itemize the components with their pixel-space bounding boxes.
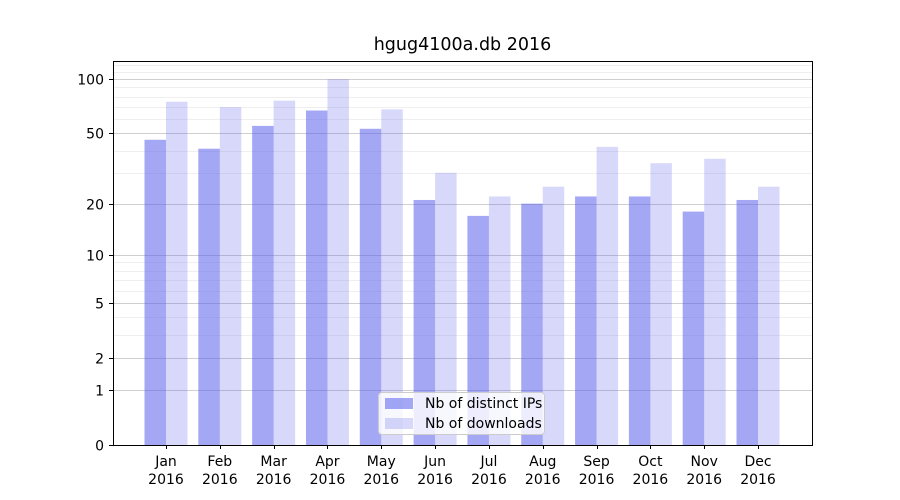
legend-item-distinct-ips: Nb of distinct IPs [379,394,544,413]
plot-frame [113,61,813,446]
bar-distinct-ips-mar [252,125,274,445]
x-tick-label-year: 2016 [417,472,453,488]
x-tick-label-year: 2016 [525,472,561,488]
y-tick-label: 2 [95,352,104,368]
x-tick-label-month: Mar [260,454,287,470]
y-tick-label: 20 [86,198,104,214]
legend-swatch-downloads-icon [385,418,413,429]
bar-downloads-nov [704,158,726,445]
legend: Nb of distinct IPs Nb of downloads [378,392,545,435]
x-tick-label-month: Apr [315,454,339,470]
legend-item-downloads: Nb of downloads [379,414,544,433]
x-tick-label-month: Feb [207,454,232,470]
x-tick-label-month: Jul [479,454,497,470]
bar-downloads-dec [758,186,780,446]
x-tick-label-month: Jun [423,454,446,470]
bar-distinct-ips-nov [682,211,705,445]
x-tick-label-month: Aug [529,454,556,470]
y-tick-label: 1 [95,384,104,400]
bar-downloads-may [381,109,403,445]
y-tick-label: 0 [95,439,104,455]
bar-downloads-sep [596,146,619,445]
x-tick-label-year: 2016 [579,472,615,488]
legend-label-distinct-ips: Nb of distinct IPs [425,395,543,412]
x-tick-label-year: 2016 [363,472,399,488]
x-tick-label-year: 2016 [202,472,238,488]
x-tick-label-year: 2016 [256,472,292,488]
bar-distinct-ips-feb [198,148,220,445]
bar-distinct-ips-jul [467,215,489,445]
bar-downloads-oct [650,163,672,445]
chart-title: hgug4100a.db 2016 [373,35,552,55]
y-tick-label: 10 [86,249,104,265]
x-tick-label-month: Dec [744,454,771,470]
bar-downloads-jan [166,101,188,446]
bar-downloads-apr [327,79,349,445]
legend-label-downloads: Nb of downloads [425,415,542,432]
y-tick-label: 5 [95,297,104,313]
bar-distinct-ips-jun [413,199,436,445]
bar-distinct-ips-jan [144,139,166,445]
x-tick-label-month: Nov [691,454,718,470]
bar-downloads-jun [435,172,457,445]
y-tick-label: 50 [86,127,104,143]
x-tick-label-year: 2016 [148,472,184,488]
bar-downloads-mar [273,100,296,445]
bar-downloads-aug [542,186,565,446]
bar-distinct-ips-aug [521,203,543,445]
y-tick-label: 100 [77,73,104,89]
x-tick-label-month: Jan [154,454,177,470]
bar-distinct-ips-oct [628,196,651,445]
x-tick-label-year: 2016 [471,472,507,488]
x-tick-label-year: 2016 [310,472,346,488]
bar-distinct-ips-apr [305,110,328,446]
bar-distinct-ips-sep [575,196,597,445]
bar-downloads-feb [219,107,242,446]
bar-downloads-jul [488,196,511,445]
x-tick-label-year: 2016 [740,472,776,488]
bar-distinct-ips-may [359,128,382,445]
x-tick-label-month: Oct [638,454,663,470]
x-tick-label-month: Sep [583,454,610,470]
x-tick-label-year: 2016 [686,472,722,488]
x-tick-label-month: May [367,454,396,470]
x-tick-label-year: 2016 [633,472,669,488]
legend-swatch-distinct-ips-icon [385,398,413,409]
bar-distinct-ips-dec [736,199,759,445]
